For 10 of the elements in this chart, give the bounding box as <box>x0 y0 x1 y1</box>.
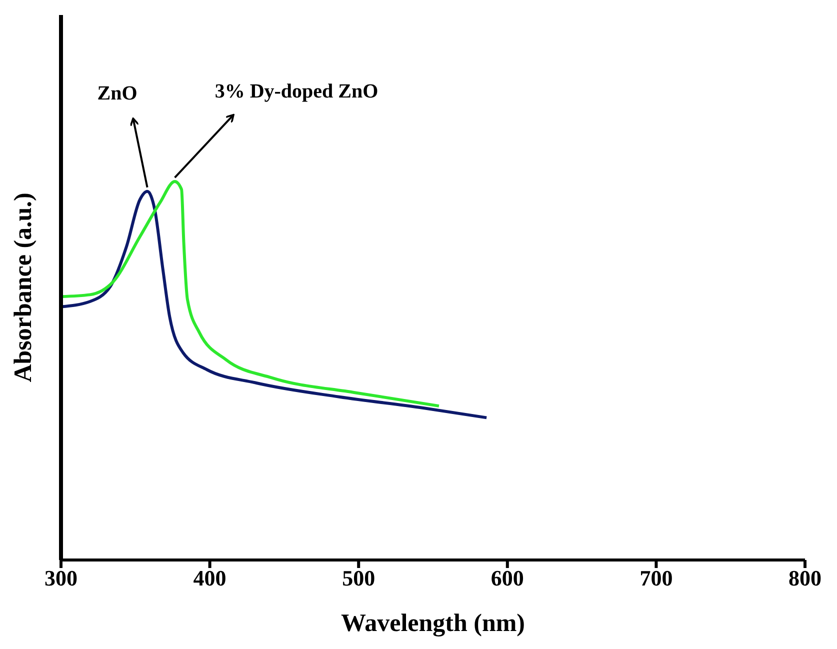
x-tick-label: 500 <box>342 566 376 591</box>
y-axis-title: Absorbance (a.u.) <box>10 192 37 382</box>
x-tick-label: 700 <box>640 566 673 591</box>
x-axis-title: Wavelength (nm) <box>340 610 526 637</box>
x-tick-label: 300 <box>44 566 78 591</box>
x-tick-label: 800 <box>788 566 822 591</box>
text: 3% Dy-doped ZnO <box>214 80 378 103</box>
text: ZnO <box>97 82 138 104</box>
x-tick-label: 400 <box>193 566 226 591</box>
x-tick-label: 600 <box>490 566 524 591</box>
